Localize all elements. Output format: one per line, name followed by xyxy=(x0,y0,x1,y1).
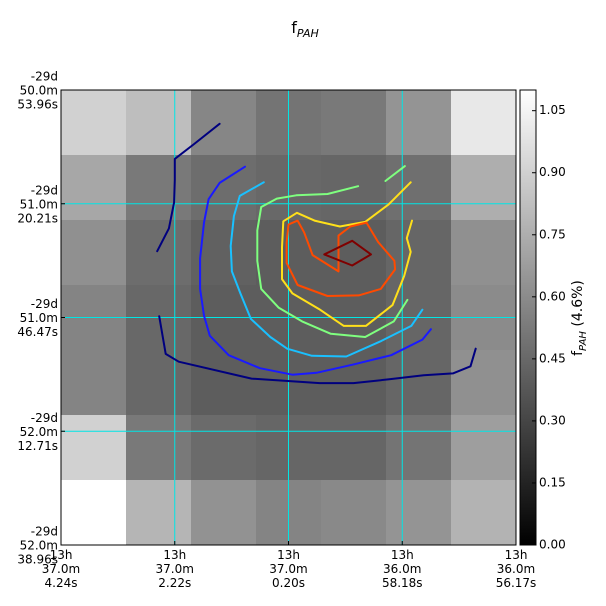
colorbar-tick-label: 0.00 xyxy=(539,538,566,552)
y-tick-label: 38.96s xyxy=(17,553,58,567)
heatmap-cell xyxy=(191,350,257,416)
x-tick-label: 58.18s xyxy=(382,576,423,590)
contour-line xyxy=(229,181,424,358)
contour-line xyxy=(158,315,477,385)
y-tick-label: 53.96s xyxy=(17,98,58,112)
contour-line xyxy=(256,185,409,338)
heatmap-cell xyxy=(126,415,192,481)
heatmap-cell xyxy=(191,415,257,481)
contour-line xyxy=(384,165,406,182)
y-tick-label: -29d xyxy=(31,70,58,84)
colorbar-label-sub: PAH xyxy=(578,331,589,351)
contour-lines xyxy=(156,122,477,385)
heatmap-cell xyxy=(451,350,517,416)
x-tick-label: 13h xyxy=(50,548,73,562)
heatmap-cell xyxy=(191,155,257,221)
heatmap-cell xyxy=(61,415,127,481)
y-tick-label: -29d xyxy=(31,525,58,539)
contour-line xyxy=(199,165,432,376)
chart-title-sub: PAH xyxy=(297,27,319,40)
contour-line xyxy=(285,219,397,297)
contour-line xyxy=(156,122,221,253)
colorbar-tick-label: 0.60 xyxy=(539,289,566,303)
y-tick-label: 12.71s xyxy=(17,439,58,453)
x-tick-label: 37.0m xyxy=(42,562,80,576)
heatmap-cell xyxy=(451,415,517,481)
contour-line xyxy=(323,239,372,267)
chart-title-main: f xyxy=(291,18,297,37)
heatmap-cell xyxy=(191,90,257,156)
heatmap-cell xyxy=(386,350,452,416)
heatmap-cell xyxy=(191,220,257,286)
y-tick-label: 51.0m xyxy=(20,311,58,325)
heatmap-cell xyxy=(321,480,387,546)
y-tick-label: -29d xyxy=(31,411,58,425)
x-tick-label: 13h xyxy=(163,548,186,562)
x-tick-label: 37.0m xyxy=(269,562,307,576)
heatmap-cells xyxy=(61,90,517,546)
y-tick-label: 52.0m xyxy=(20,425,58,439)
x-tick-label: 4.24s xyxy=(45,576,78,590)
colorbar-tick-label: 0.30 xyxy=(539,413,566,427)
colorbar-tick-label: 0.45 xyxy=(539,351,566,365)
heatmap-cell xyxy=(126,90,192,156)
y-tick-label: -29d xyxy=(31,183,58,197)
x-tick-label: 13h xyxy=(505,548,528,562)
heatmap-cell xyxy=(386,220,452,286)
colorbar-tick-label: 0.75 xyxy=(539,227,566,241)
heatmap-cell xyxy=(61,155,127,221)
x-tick-label: 56.17s xyxy=(496,576,537,590)
x-tick-label: 2.22s xyxy=(158,576,191,590)
x-tick-label: 0.20s xyxy=(272,576,305,590)
heatmap-cell xyxy=(386,480,452,546)
y-tick-label: 20.21s xyxy=(17,211,58,225)
heatmap-cell xyxy=(451,155,517,221)
x-tick-label: 37.0m xyxy=(156,562,194,576)
y-tick-label: 51.0m xyxy=(20,197,58,211)
heatmap-cell xyxy=(386,90,452,156)
heatmap-cell xyxy=(61,350,127,416)
y-tick-label: -29d xyxy=(31,297,58,311)
heatmap-cell xyxy=(126,155,192,221)
y-tick-label: 50.0m xyxy=(20,84,58,98)
heatmap-cell xyxy=(61,220,127,286)
colorbar-ticks: 0.00 0.15 0.30 0.45 0.60 0.75 0.90 1.05 xyxy=(532,103,566,552)
heatmap-cell xyxy=(61,480,127,546)
heatmap-cell xyxy=(386,155,452,221)
y-tick-label: 52.0m xyxy=(20,539,58,553)
colorbar-tick-label: 0.90 xyxy=(539,165,566,179)
colorbar-tick-label: 1.05 xyxy=(539,103,566,117)
x-tick-label: 13h xyxy=(391,548,414,562)
heatmap-cell xyxy=(126,480,192,546)
heatmap-cell xyxy=(451,90,517,156)
heatmap-cell xyxy=(126,350,192,416)
heatmap-cell xyxy=(451,480,517,546)
colorbar xyxy=(519,89,537,546)
y-axis-ticks: -29d50.0m53.96s-29d51.0m20.21s-29d51.0m4… xyxy=(17,70,65,567)
heatmap-cell xyxy=(61,90,127,156)
x-axis-ticks: 13h37.0m4.24s13h37.0m2.22s13h37.0m0.20s1… xyxy=(42,541,537,590)
heatmap-cell xyxy=(126,220,192,286)
colorbar-label: fPAH (4.6%) xyxy=(570,280,589,356)
y-tick-label: 46.47s xyxy=(17,325,58,339)
x-tick-label: 36.0m xyxy=(497,562,535,576)
heatmap-cell xyxy=(321,90,387,156)
colorbar-tick-label: 0.15 xyxy=(539,475,566,489)
heatmap-cell xyxy=(386,415,452,481)
contour-line xyxy=(281,181,413,327)
coordinate-grid xyxy=(61,90,516,545)
x-tick-label: 36.0m xyxy=(383,562,421,576)
heatmap-cell xyxy=(191,480,257,546)
colorbar-label-prefix: f xyxy=(570,350,586,356)
x-tick-label: 13h xyxy=(277,548,300,562)
chart-title: fPAH xyxy=(291,18,319,40)
heatmap-cell xyxy=(321,415,387,481)
colorbar-label-suffix: (4.6%) xyxy=(570,280,586,331)
heatmap-cell xyxy=(321,220,387,286)
heatmap-cell xyxy=(451,220,517,286)
